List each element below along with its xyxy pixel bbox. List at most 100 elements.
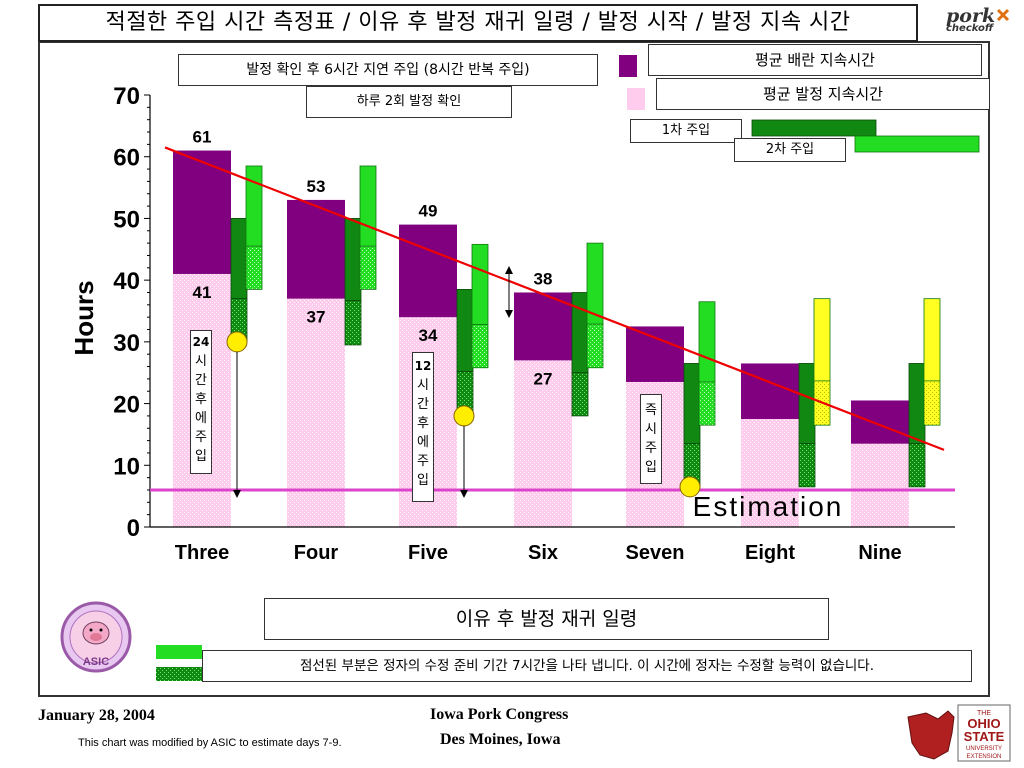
bar-second-insem-dotted-four [359, 245, 377, 290]
bar-second-insem-dotted-five [471, 324, 489, 369]
bar-second-insem-seven [698, 301, 716, 383]
page-title: 적절한 주입 시간 측정표 / 이유 후 발정 재귀 일령 / 발정 시작 / … [38, 4, 918, 42]
callout-three-char: 입 [195, 449, 207, 464]
legend-second-insem-swatch [854, 135, 980, 153]
bar-first-insem-dotted-six [571, 372, 589, 417]
bar-second-insem-dotted-three [245, 245, 263, 290]
legend-ovulation-label: 평균 배란 지속시간 [648, 44, 982, 76]
footer-event: Iowa Pork Congress [430, 706, 569, 723]
bar-first-insem-eight [798, 363, 816, 445]
y-tick-label-40: 40 [113, 268, 140, 295]
callout-five-char: 주 [417, 454, 429, 469]
x-tick-label-six: Six [528, 542, 558, 564]
bar-second-insem-dotted-six [586, 323, 604, 369]
y-tick-label-50: 50 [113, 206, 140, 233]
asic-logo-text: ASIC [83, 656, 109, 668]
callout-three-char: 24 [192, 335, 210, 349]
legend-layer [156, 55, 980, 681]
x-tick-label-seven: Seven [626, 542, 685, 564]
data-label-top-five: 49 [419, 202, 438, 221]
labels-layer: Three 61 41 Four 53 37 Five 49 34 Six 38 27 Seven Eig… [175, 128, 902, 564]
bar-first-insem-seven [683, 363, 701, 445]
bar-first-insem-dotted-eight [798, 443, 816, 488]
note-box: 점선된 부분은 정자의 수정 준비 기간 7시간을 나타 냅니다. 이 시간에 … [202, 650, 972, 682]
lines-layer: Estimation [150, 146, 955, 522]
callout-five-char: 후 [417, 416, 429, 431]
y-tick-label-30: 30 [113, 330, 140, 357]
bar-estrus-five [399, 224, 457, 318]
bar-estrus-nine [851, 400, 909, 444]
protocol-box: 발정 확인 후 6시간 지연 주입 (8시간 반복 주입) [178, 54, 598, 86]
bar-estrus-seven [626, 326, 684, 382]
callout-five-char: 시 [417, 378, 429, 393]
bar-first-insem-dotted-four [344, 300, 362, 346]
bar-second-insem-five [471, 243, 489, 325]
y-axis-label: Hours [69, 280, 99, 355]
callout-seven-char: 입 [645, 460, 657, 475]
bar-second-insem-eight [813, 298, 831, 382]
bar-ovulation-four [287, 298, 345, 527]
data-label-bottom-six: 27 [534, 369, 553, 388]
legend-estrus-label: 평균 발정 지속시간 [656, 78, 990, 110]
callout-five-char: 간 [417, 397, 429, 412]
insem-arrowhead-five [460, 489, 468, 498]
bar-second-insem-dotted-seven [698, 381, 716, 426]
asic-logo: ASIC [60, 601, 132, 673]
pork-logo-word: pork [946, 5, 996, 27]
bar-estrus-three [173, 150, 231, 274]
callout-seven-char: 즉 [645, 403, 657, 418]
bar-first-insem-six [571, 292, 589, 374]
callout-five-char: 에 [417, 435, 429, 450]
legend-ovulation-swatch [627, 88, 645, 110]
data-label-top-three: 61 [193, 128, 212, 147]
callout-seven-char: 시 [645, 422, 657, 437]
insem-arrowhead-three [233, 489, 241, 498]
bar-second-insem-three [245, 165, 263, 247]
callout-three-char: 간 [195, 373, 207, 388]
bar-first-insem-dotted-nine [908, 443, 926, 488]
bar-ovulation-nine [851, 443, 909, 527]
y-tick-label-60: 60 [113, 145, 140, 172]
callout-three-char: 후 [195, 392, 207, 407]
data-label-top-six: 38 [534, 269, 553, 288]
trend-line [164, 146, 945, 451]
estimation-label: Estimation [693, 491, 844, 522]
bar-second-insem-nine [923, 298, 941, 382]
note-swatch-dark [156, 667, 202, 681]
pork-checkoff-logo: pork checkoff [940, 5, 1018, 41]
bar-estrus-eight [741, 363, 799, 419]
x-tick-label-five: Five [408, 542, 448, 564]
data-label-bottom-four: 37 [307, 308, 326, 327]
legend-first-insem-label: 1차 주입 [630, 119, 742, 143]
data-label-bottom-three: 41 [193, 283, 212, 302]
callout-five: 12 시 간 후 에 주 입 [412, 352, 434, 502]
insem-marker-three [226, 331, 248, 353]
y-tick-label-10: 10 [113, 453, 140, 480]
callout-three-char: 주 [195, 430, 207, 445]
callout-five-char: 12 [414, 359, 432, 373]
ohio-logo-line-2: STATE [964, 729, 1005, 744]
double-arrow-head-down [505, 310, 513, 318]
footer-location: Des Moines, Iowa [440, 731, 561, 748]
x-tick-label-four: Four [294, 542, 339, 564]
bar-estrus-six [514, 292, 572, 361]
ohio-logo-line-4: EXTENSION [967, 754, 1002, 760]
callout-three-char: 에 [195, 411, 207, 426]
pork-logo-sub: checkoff [946, 23, 994, 34]
axes-layer: 0 10 20 30 40 50 60 70 Hours [69, 83, 955, 542]
double-arrow-head-up [505, 266, 513, 274]
y-tick-label-0: 0 [127, 515, 140, 542]
check-box: 하루 2회 발정 확인 [306, 86, 512, 118]
legend-estrus-swatch [619, 55, 637, 77]
data-label-top-four: 53 [307, 177, 326, 196]
ohio-state-logo: THE OHIO STATE UNIVERSITY EXTENSION [907, 704, 1011, 762]
bar-ovulation-eight [741, 419, 799, 527]
subtitle-box: 이유 후 발정 재귀 일령 [264, 598, 829, 640]
x-tick-label-nine: Nine [858, 542, 901, 564]
footer-modified-note: This chart was modified by ASIC to estim… [78, 737, 342, 749]
note-swatch-light [156, 645, 202, 659]
ohio-logo-line-0: THE [977, 710, 991, 717]
